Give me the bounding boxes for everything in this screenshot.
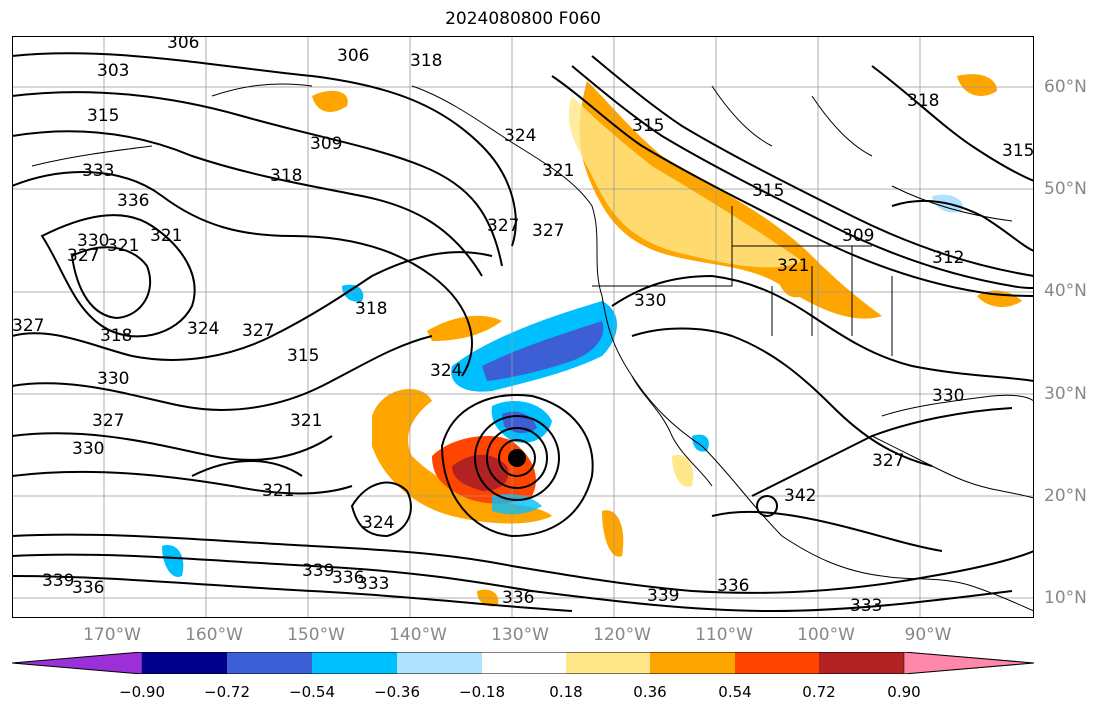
lon-label: 130°W bbox=[491, 625, 549, 645]
contour-label: 333 bbox=[850, 596, 882, 616]
colorbar-tick-label: −0.90 bbox=[119, 683, 165, 701]
contour-label: 333 bbox=[82, 161, 114, 181]
lat-label: 10°N bbox=[1044, 588, 1087, 608]
contour-label: 324 bbox=[430, 361, 462, 381]
contour-label: 330 bbox=[634, 291, 666, 311]
colorbar-segment bbox=[142, 652, 227, 674]
cyclone-center-marker bbox=[508, 449, 526, 467]
colorbar-segment bbox=[12, 652, 142, 674]
contour-label: 321 bbox=[290, 411, 322, 431]
contour-label: 306 bbox=[167, 36, 199, 53]
contour-label: 324 bbox=[187, 319, 219, 339]
colorbar-segment bbox=[227, 652, 312, 674]
contour-label: 303 bbox=[97, 61, 129, 81]
contour-label: 306 bbox=[337, 46, 369, 66]
colorbar-segment bbox=[482, 652, 566, 674]
colorbar-segment bbox=[312, 652, 397, 674]
contour-label: 318 bbox=[100, 326, 132, 346]
contour-label: 324 bbox=[504, 126, 536, 146]
colorbar-tick-label: −0.18 bbox=[459, 683, 505, 701]
contour-label: 315 bbox=[87, 106, 119, 126]
colorbar bbox=[12, 652, 1034, 674]
lon-label: 170°W bbox=[83, 625, 141, 645]
contour-label: 321 bbox=[542, 161, 574, 181]
lat-label: 30°N bbox=[1044, 384, 1087, 404]
lon-label: 100°W bbox=[797, 625, 855, 645]
contour-label: 309 bbox=[310, 134, 342, 154]
contour-label: 333 bbox=[357, 574, 389, 594]
contour-label: 339 bbox=[647, 586, 679, 606]
contour-label: 327 bbox=[532, 221, 564, 241]
lat-label: 40°N bbox=[1044, 281, 1087, 301]
contour-label: 318 bbox=[907, 91, 939, 111]
colorbar-tick-label: −0.36 bbox=[374, 683, 420, 701]
contour-label: 339 bbox=[42, 571, 74, 591]
contour-label: 312 bbox=[932, 248, 964, 268]
colorbar-tick-label: −0.72 bbox=[204, 683, 250, 701]
lon-label: 160°W bbox=[185, 625, 243, 645]
colorbar-tick-label: 0.36 bbox=[633, 683, 666, 701]
colorbar-tick-label: −0.54 bbox=[289, 683, 335, 701]
colorbar-tick-label: 0.72 bbox=[802, 683, 835, 701]
contour-label: 342 bbox=[784, 486, 816, 506]
contour-label: 315 bbox=[287, 346, 319, 366]
contour-label: 321 bbox=[777, 256, 809, 276]
colorbar-segment bbox=[819, 652, 904, 674]
contour-label: 321 bbox=[150, 226, 182, 246]
contour-label: 315 bbox=[632, 116, 664, 136]
contour-label: 330 bbox=[72, 439, 104, 459]
contour-label: 315 bbox=[752, 181, 784, 201]
contour-label: 327 bbox=[872, 451, 904, 471]
colorbar-tick-label: 0.18 bbox=[549, 683, 582, 701]
contour-label: 324 bbox=[362, 513, 394, 533]
contour-label: 309 bbox=[842, 226, 874, 246]
colorbar-segment bbox=[735, 652, 819, 674]
contour-label: 327 bbox=[242, 321, 274, 341]
contour-label: 327 bbox=[487, 216, 519, 236]
lon-label: 110°W bbox=[695, 625, 753, 645]
contour-label: 318 bbox=[410, 51, 442, 71]
colorbar-segment bbox=[566, 652, 650, 674]
contour-label: 330 bbox=[97, 369, 129, 389]
contour-label: 327 bbox=[92, 411, 124, 431]
contour-label: 327 bbox=[67, 246, 99, 266]
colorbar-segment bbox=[650, 652, 735, 674]
contour-label: 321 bbox=[107, 236, 139, 256]
contour-label: 336 bbox=[502, 588, 534, 608]
colorbar-segment bbox=[904, 652, 1034, 674]
contour-label: 315 bbox=[1002, 141, 1034, 161]
lon-label: 90°W bbox=[905, 625, 952, 645]
colorbar-segment bbox=[397, 652, 482, 674]
contour-label: 336 bbox=[72, 578, 104, 598]
lat-label: 50°N bbox=[1044, 179, 1087, 199]
map-panel: 303 306 306 309 315 318 333 336 330 327 … bbox=[12, 36, 1034, 618]
lon-label: 140°W bbox=[389, 625, 447, 645]
lon-label: 150°W bbox=[287, 625, 345, 645]
lat-label: 20°N bbox=[1044, 486, 1087, 506]
lat-label: 60°N bbox=[1044, 77, 1087, 97]
contour-label: 321 bbox=[262, 481, 294, 501]
contour-label: 318 bbox=[355, 299, 387, 319]
contour-label: 336 bbox=[117, 191, 149, 211]
contour-label: 336 bbox=[717, 576, 749, 596]
contour-label: 330 bbox=[932, 386, 964, 406]
lon-label: 120°W bbox=[593, 625, 651, 645]
map-title: 2024080800 F060 bbox=[0, 9, 1046, 29]
contour-label: 339 bbox=[302, 561, 334, 581]
colorbar-tick-label: 0.54 bbox=[718, 683, 751, 701]
contour-label: 318 bbox=[270, 166, 302, 186]
colorbar-tick-label: 0.90 bbox=[887, 683, 920, 701]
contour-label: 327 bbox=[12, 316, 44, 336]
